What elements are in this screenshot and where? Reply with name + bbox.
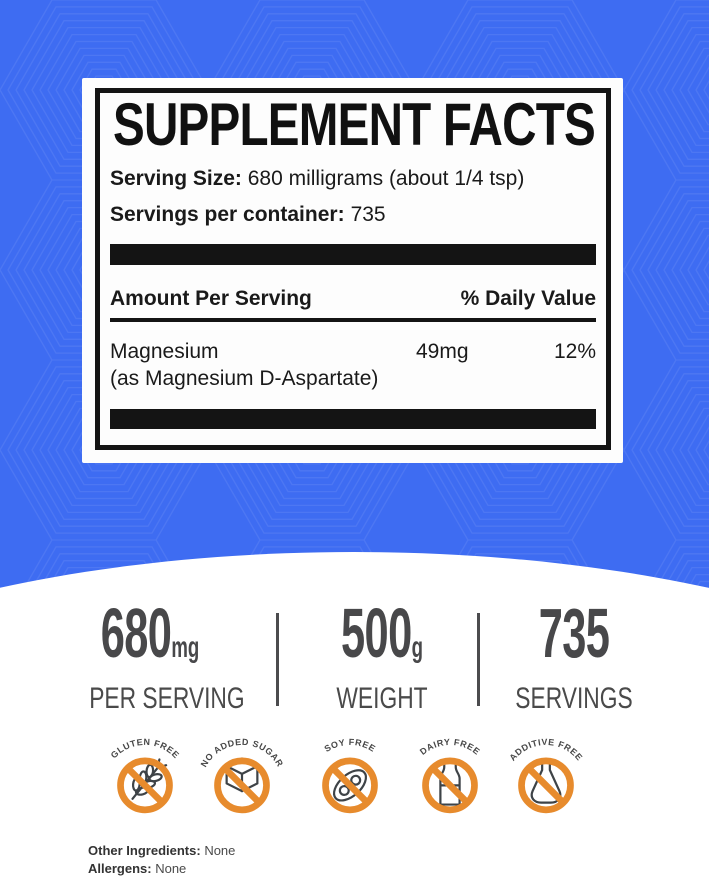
servings-label: Servings per container: — [110, 203, 345, 226]
nutrient-amount: 49mg — [416, 340, 469, 363]
stat-divider — [477, 613, 480, 706]
other-ingredients-value: None — [204, 843, 236, 858]
free-from-badges: GLUTEN FREE NO ADDED SUGAR — [0, 716, 709, 828]
servings-value: 735 — [350, 203, 386, 226]
nutrient-detail: (as Magnesium D-Aspartate) — [110, 367, 379, 390]
serving-size-line: Serving Size: 680 milligrams (about 1/4 … — [110, 167, 596, 191]
stat-value: 735 — [538, 594, 610, 672]
facts-header-row: Amount Per Serving % Daily Value — [110, 287, 596, 311]
svg-text:GLUTEN FREE: GLUTEN FREE — [109, 737, 182, 761]
svg-text:SOY FREE: SOY FREE — [323, 737, 378, 754]
stat-weight: 500g WEIGHT — [302, 594, 462, 715]
serving-size-label: Serving Size: — [110, 167, 242, 190]
badge-additive-free: ADDITIVE FREE — [498, 716, 594, 824]
badge-dairy-free: DAIRY FREE — [402, 716, 498, 824]
stat-label: WEIGHT — [336, 682, 428, 715]
amount-per-serving-header: Amount Per Serving — [110, 287, 312, 310]
allergens-value: None — [155, 861, 187, 876]
stat-label: SERVINGS — [515, 682, 633, 715]
other-ingredients-label: Other Ingredients: — [88, 843, 201, 858]
allergens-label: Allergens: — [88, 861, 152, 876]
allergens-line: Allergens: None — [88, 860, 235, 878]
stat-divider — [276, 613, 279, 706]
stat-label: PER SERVING — [89, 682, 245, 715]
daily-value-header: % Daily Value — [460, 287, 596, 310]
badge-soy-free: SOY FREE — [302, 716, 398, 824]
serving-size-value: 680 milligrams (about 1/4 tsp) — [247, 167, 525, 190]
footer-notes: Other Ingredients: None Allergens: None — [88, 842, 235, 878]
stat-value: 680mg — [100, 594, 200, 672]
badge-gluten-free: GLUTEN FREE — [97, 716, 193, 824]
badge-no-added-sugar: NO ADDED SUGAR — [194, 716, 290, 824]
nutrient-name: Magnesium — [110, 340, 219, 363]
svg-text:DAIRY FREE: DAIRY FREE — [418, 737, 482, 757]
stats-strip: 680mg PER SERVING 500g WEIGHT 735 SERVIN… — [0, 594, 709, 715]
thick-divider-bar — [110, 244, 596, 265]
servings-per-container-line: Servings per container: 735 — [110, 203, 596, 227]
stat-servings: 735 SERVINGS — [494, 594, 654, 715]
stat-per-serving: 680mg PER SERVING — [70, 594, 245, 715]
header-rule — [110, 318, 596, 322]
facts-border: SUPPLEMENT FACTS Serving Size: 680 milli… — [95, 88, 611, 450]
supplement-facts-title: SUPPLEMENT FACTS — [113, 101, 596, 151]
supplement-facts-panel: SUPPLEMENT FACTS Serving Size: 680 milli… — [82, 78, 623, 463]
other-ingredients-line: Other Ingredients: None — [88, 842, 235, 860]
stat-value: 500g — [341, 594, 423, 672]
nutrient-row: Magnesium 49mg 12% (as Magnesium D-Aspar… — [110, 339, 596, 392]
nutrient-daily-value: 12% — [553, 340, 596, 363]
title-text: SUPPLEMENT FACTS — [113, 101, 595, 151]
thick-divider-bar-bottom — [110, 409, 596, 429]
